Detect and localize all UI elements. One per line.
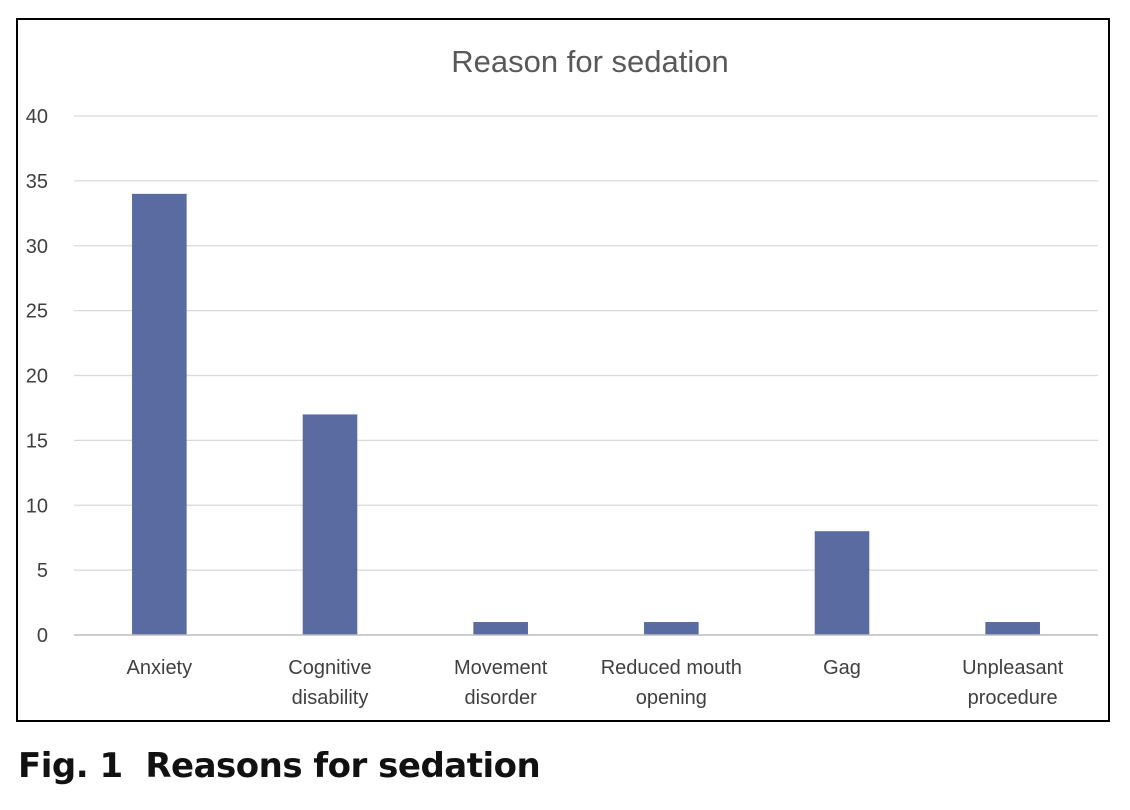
y-tick-label-25: 25 <box>26 301 48 323</box>
x-tick-label-line: Movement <box>454 657 548 679</box>
x-tick-label-line: Unpleasant <box>962 657 1064 679</box>
x-tick-label-line: opening <box>636 687 707 709</box>
x-tick-label-line: procedure <box>968 687 1058 709</box>
x-tick-label-line: disability <box>292 687 369 709</box>
bar-3 <box>644 622 699 635</box>
x-tick-label-line: Anxiety <box>127 657 193 679</box>
bar-1 <box>302 414 358 635</box>
x-tick-label-0: Anxiety <box>127 657 193 679</box>
figure-caption-text: Reasons for sedation <box>145 746 541 786</box>
chart-frame: Reason for sedation 0 5 10 15 20 25 30 35 40 Anxie… <box>16 18 1110 722</box>
bar-0 <box>132 193 187 635</box>
y-tick-label-0: 0 <box>37 625 48 647</box>
x-tick-label-line: Reduced mouth <box>601 657 742 679</box>
bar-4 <box>814 531 870 635</box>
x-tick-label-line: Cognitive <box>288 657 371 679</box>
x-tick-label-1: Cognitive disability <box>288 657 371 709</box>
bar-chart: Reason for sedation 0 5 10 15 20 25 30 35 40 Anxie… <box>26 44 1098 709</box>
chart-title: Reason for sedation <box>451 44 728 79</box>
y-tick-label-40: 40 <box>26 106 48 128</box>
y-tick-label-30: 30 <box>26 236 48 258</box>
y-tick-label-35: 35 <box>26 171 48 193</box>
y-tick-label-5: 5 <box>37 560 48 582</box>
x-tick-label-line: Gag <box>823 657 861 679</box>
x-tick-label-3: Reduced mouth opening <box>601 657 742 709</box>
figure-label: Fig. 1 <box>18 746 123 786</box>
x-tick-label-line: disorder <box>465 687 538 709</box>
x-tick-label-4: Gag <box>823 657 861 679</box>
bar-2 <box>473 622 528 635</box>
y-tick-label-20: 20 <box>26 366 48 388</box>
y-tick-label-15: 15 <box>26 430 48 452</box>
x-tick-label-5: Unpleasant procedure <box>962 657 1064 709</box>
x-tick-label-2: Movement disorder <box>454 657 548 709</box>
figure-caption: Fig. 1 Reasons for sedation <box>18 746 541 786</box>
bar-5 <box>985 622 1040 635</box>
y-tick-label-10: 10 <box>26 495 48 517</box>
